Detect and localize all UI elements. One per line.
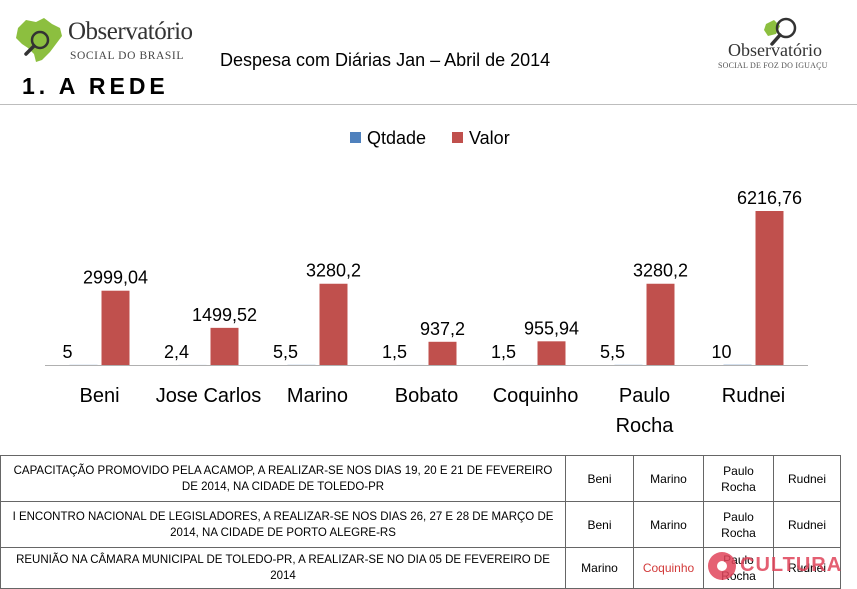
data-label-qtdade-6: 10 (711, 342, 731, 362)
brazil-map-icon (12, 14, 66, 66)
logo-left-title: Observatório (68, 18, 193, 46)
legend-label-valor: Valor (469, 128, 510, 148)
data-label-qtdade-0: 5 (62, 342, 72, 362)
x-tick-label-5: Paulo (619, 385, 670, 407)
data-label-valor-5: 3280,2 (633, 261, 688, 281)
bar-valor-4 (538, 341, 566, 365)
participant-1: Marino (566, 548, 634, 589)
bar-valor-3 (429, 342, 457, 365)
event-description: CAPACITAÇÃO PROMOVIDO PELA ACAMOP, A REA… (1, 456, 566, 502)
bar-valor-1 (211, 328, 239, 365)
data-label-valor-1: 1499,52 (192, 305, 257, 325)
table-row: CAPACITAÇÃO PROMOVIDO PELA ACAMOP, A REA… (1, 456, 841, 502)
x-tick-label-4: Coquinho (493, 385, 579, 407)
data-label-valor-0: 2999,04 (83, 268, 148, 288)
bar-valor-2 (320, 284, 348, 365)
data-label-qtdade-3: 1,5 (382, 342, 407, 362)
x-tick-label-0: Beni (79, 385, 119, 407)
participant-4: Rudnei (774, 456, 841, 502)
data-label-qtdade-1: 2,4 (164, 342, 189, 362)
x-tick-label-2: Marino (287, 385, 348, 407)
data-label-qtdade-4: 1,5 (491, 342, 516, 362)
participant-2: Coquinho (634, 548, 704, 589)
header-divider (0, 104, 857, 105)
participant-3: Paulo Rocha (704, 502, 774, 548)
legend-swatch-valor (452, 132, 463, 143)
legend-label-qtdade: Qtdade (367, 128, 426, 148)
event-description: I ENCONTRO NACIONAL DE LEGISLADORES, A R… (1, 502, 566, 548)
participant-4: Rudnei (774, 502, 841, 548)
event-description: REUNIÃO NA CÂMARA MUNICIPAL DE TOLEDO-PR… (1, 548, 566, 589)
bar-valor-0 (102, 291, 130, 365)
participant-2: Marino (634, 456, 704, 502)
table-row: I ENCONTRO NACIONAL DE LEGISLADORES, A R… (1, 502, 841, 548)
observatorio-foz-logo: Observatório SOCIAL DE FOZ DO IGUAÇU (712, 14, 852, 74)
legend-swatch-qtdade (350, 132, 361, 143)
participant-1: Beni (566, 502, 634, 548)
data-label-qtdade-2: 5,5 (273, 342, 298, 362)
data-label-valor-4: 955,94 (524, 318, 579, 338)
x-tick-label-5: Rocha (616, 415, 675, 437)
participant-3: Paulo Rocha (704, 456, 774, 502)
logo-left-subtitle: SOCIAL DO BRASIL (70, 50, 184, 62)
data-label-valor-3: 937,2 (420, 319, 465, 339)
participant-1: Beni (566, 456, 634, 502)
logo-right-title: Observatório (728, 40, 822, 61)
watermark-text: CULTURA (740, 554, 842, 577)
bar-valor-6 (756, 211, 784, 365)
bar-valor-5 (647, 284, 675, 365)
data-label-qtdade-5: 5,5 (600, 342, 625, 362)
participant-2: Marino (634, 502, 704, 548)
logo-right-subtitle: SOCIAL DE FOZ DO IGUAÇU (718, 61, 828, 70)
page-subtitle: Despesa com Diárias Jan – Abril de 2014 (220, 50, 550, 71)
observatorio-social-brasil-logo: Observatório SOCIAL DO BRASIL (12, 12, 202, 70)
x-tick-label-6: Rudnei (722, 385, 785, 407)
cultura-logo-icon (706, 550, 738, 582)
data-label-valor-2: 3280,2 (306, 261, 361, 281)
x-tick-label-3: Bobato (395, 385, 458, 407)
section-title: 1. A REDE (22, 73, 169, 100)
cultura-watermark: CULTURA (704, 548, 854, 582)
data-label-valor-6: 6216,76 (737, 188, 802, 208)
x-tick-label-1: Jose Carlos (156, 385, 262, 407)
